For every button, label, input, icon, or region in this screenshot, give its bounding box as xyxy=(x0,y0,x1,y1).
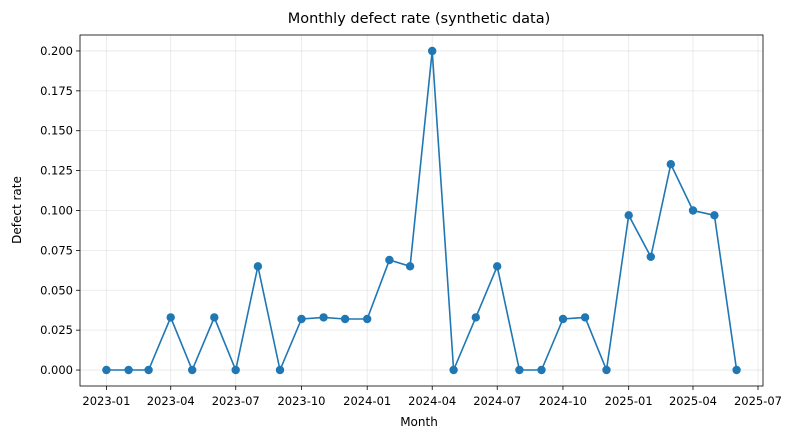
data-point xyxy=(558,314,568,324)
y-tick-label: 0.150 xyxy=(40,124,73,138)
data-point xyxy=(144,365,153,375)
x-tick-label: 2023-07 xyxy=(212,394,260,408)
data-point xyxy=(124,365,133,375)
data-point xyxy=(449,365,458,375)
data-point xyxy=(428,46,437,56)
data-point xyxy=(210,313,219,322)
data-point xyxy=(340,314,350,324)
data-point xyxy=(102,365,111,375)
data-point xyxy=(624,211,633,220)
data-point xyxy=(471,313,480,322)
x-tick-label: 2024-04 xyxy=(408,394,456,408)
data-point xyxy=(363,314,372,324)
chart-title: Monthly defect rate (synthetic data) xyxy=(288,11,551,27)
y-tick-label: 0.175 xyxy=(40,84,73,98)
data-point xyxy=(537,365,546,375)
x-tick-label: 2025-04 xyxy=(669,394,717,408)
y-tick-label: 0.025 xyxy=(40,323,73,337)
y-tick-label: 0.000 xyxy=(40,363,73,377)
x-tick-label: 2024-07 xyxy=(473,394,521,408)
data-point xyxy=(385,255,394,265)
x-tick-label: 2023-01 xyxy=(82,394,130,408)
data-point xyxy=(166,313,175,322)
x-tick-label: 2023-10 xyxy=(277,394,325,408)
data-point xyxy=(710,211,719,220)
axis-ticks: 2023-01 2023-04 2023-07 2023-10 2024-01 2024-… xyxy=(40,44,782,408)
y-tick-label: 0.050 xyxy=(40,283,73,297)
y-tick-label: 0.200 xyxy=(40,44,73,58)
data-point xyxy=(319,313,328,322)
data-point xyxy=(405,262,415,271)
data-point xyxy=(253,262,263,271)
x-tick-label: 2024-10 xyxy=(539,394,587,408)
data-point xyxy=(297,314,306,324)
data-point xyxy=(666,160,675,169)
x-tick-label: 2024-01 xyxy=(343,394,391,408)
data-point xyxy=(688,206,698,215)
series-defect-rate xyxy=(102,46,741,375)
data-point xyxy=(231,365,240,375)
data-point xyxy=(602,365,611,375)
y-tick-label: 0.100 xyxy=(40,204,73,218)
y-tick-label: 0.125 xyxy=(40,164,73,178)
data-point xyxy=(515,365,524,375)
data-point xyxy=(732,365,741,375)
x-tick-label: 2025-01 xyxy=(605,394,653,408)
series-line xyxy=(106,50,738,374)
data-point xyxy=(493,262,502,271)
x-axis-label: Month xyxy=(400,415,438,429)
x-tick-label: 2025-07 xyxy=(734,394,782,408)
x-tick-label: 2023-04 xyxy=(147,394,195,408)
y-tick-label: 0.075 xyxy=(40,243,73,257)
data-point xyxy=(580,313,590,322)
y-axis-label: Defect rate xyxy=(10,176,24,244)
data-point xyxy=(646,252,655,261)
data-point xyxy=(275,365,285,375)
data-point xyxy=(188,365,197,375)
